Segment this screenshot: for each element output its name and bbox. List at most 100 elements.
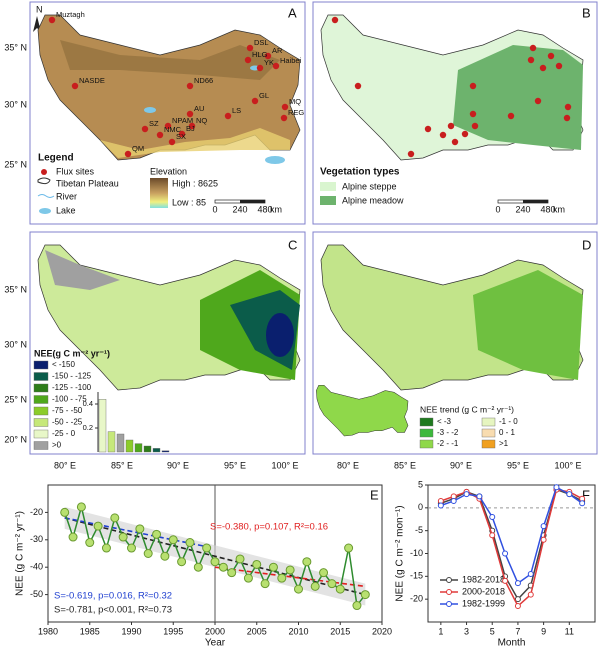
y-axis-title: NEE (g C m⁻² mon⁻¹) bbox=[395, 505, 406, 601]
point bbox=[527, 591, 534, 598]
legend-swatch bbox=[320, 196, 336, 205]
point bbox=[489, 513, 496, 520]
point bbox=[177, 557, 187, 567]
point bbox=[310, 581, 320, 591]
point bbox=[252, 559, 262, 569]
legend-text: -2 - -1 bbox=[437, 439, 459, 448]
flux-site bbox=[527, 56, 535, 64]
site-label: NQ bbox=[196, 116, 207, 125]
flux-site bbox=[539, 64, 547, 72]
legend-text: Alpine meadow bbox=[342, 195, 404, 205]
map bbox=[320, 14, 584, 161]
x-tick-label: 2010 bbox=[288, 626, 308, 636]
point bbox=[302, 557, 312, 567]
legend-icon bbox=[37, 177, 51, 185]
flux-site bbox=[280, 114, 288, 122]
small-map bbox=[316, 384, 409, 437]
flux-site bbox=[48, 16, 56, 24]
legend-text: High : 8625 bbox=[172, 178, 218, 188]
flux-site bbox=[124, 150, 132, 158]
panel-label: C bbox=[288, 237, 297, 252]
lon-label: 100° E bbox=[554, 460, 581, 470]
flux-site bbox=[451, 138, 459, 146]
legend-text: -50 - -25 bbox=[52, 418, 83, 427]
legend-swatch bbox=[33, 429, 49, 439]
point bbox=[285, 565, 295, 575]
elevation-ramp bbox=[150, 178, 168, 208]
scale-bar bbox=[523, 200, 548, 203]
lat-label: 25° N bbox=[4, 159, 27, 169]
legend-swatch bbox=[481, 439, 496, 449]
legend-icon bbox=[41, 169, 47, 175]
flux-site bbox=[186, 110, 194, 118]
point bbox=[185, 538, 195, 548]
scale-label: 480 bbox=[257, 204, 272, 214]
lat-label: 20° N bbox=[4, 434, 27, 444]
flux-site bbox=[264, 52, 272, 60]
x-tick-label: 11 bbox=[565, 626, 574, 636]
point bbox=[566, 491, 573, 498]
lon-label: 85° E bbox=[111, 460, 133, 470]
y-tick-label: -5 bbox=[415, 525, 423, 535]
point bbox=[152, 529, 162, 539]
legend-text: River bbox=[56, 191, 77, 201]
y-axis-title: NEE (g C m⁻² yr⁻¹) bbox=[15, 511, 26, 596]
site-label: REG bbox=[288, 108, 304, 117]
flux-site bbox=[244, 56, 252, 64]
site-label: NASDE bbox=[79, 76, 105, 85]
highland bbox=[60, 40, 280, 80]
legend-text: Flux sites bbox=[56, 166, 95, 176]
flux-site bbox=[224, 112, 232, 120]
bar bbox=[125, 439, 134, 453]
flux-site bbox=[164, 122, 172, 130]
legend-marker bbox=[446, 577, 452, 583]
point bbox=[540, 536, 547, 543]
gray-area bbox=[45, 250, 120, 290]
map bbox=[37, 14, 301, 164]
scale-label: 240 bbox=[515, 204, 530, 214]
point bbox=[319, 568, 329, 578]
legend-text: >0 bbox=[52, 441, 62, 450]
flux-site bbox=[188, 122, 196, 130]
point bbox=[202, 543, 212, 553]
point bbox=[110, 513, 120, 523]
flux-site bbox=[555, 62, 563, 70]
flux-site bbox=[529, 44, 537, 52]
point bbox=[76, 502, 86, 512]
point bbox=[160, 551, 170, 561]
point bbox=[227, 568, 237, 578]
point bbox=[127, 543, 136, 553]
flux-site bbox=[469, 110, 477, 118]
y-tick-label: -20 bbox=[410, 594, 423, 604]
point bbox=[514, 596, 521, 603]
bar bbox=[152, 448, 161, 453]
lake bbox=[144, 107, 156, 113]
lon-label: 80° E bbox=[337, 460, 359, 470]
bar bbox=[134, 443, 143, 453]
site-label: SZ bbox=[149, 119, 159, 128]
legend-title: Vegetation types bbox=[320, 167, 400, 178]
panel-label: D bbox=[582, 237, 591, 252]
y-tick-label: -15 bbox=[410, 571, 423, 581]
lat-label: 35° N bbox=[4, 284, 27, 294]
legend-marker bbox=[446, 589, 452, 595]
bar bbox=[143, 445, 152, 453]
scale-label: 480 bbox=[540, 204, 555, 214]
y-tick-label: -10 bbox=[410, 548, 423, 558]
scale-bar bbox=[240, 200, 265, 203]
lake bbox=[265, 156, 285, 164]
flux-site bbox=[186, 82, 194, 90]
x-tick-label: 9 bbox=[541, 626, 546, 636]
point bbox=[553, 484, 560, 491]
flux-site bbox=[246, 44, 254, 52]
site-label: AU bbox=[194, 104, 204, 113]
series-line bbox=[440, 486, 583, 585]
flux-site bbox=[564, 103, 572, 111]
scale-unit: km bbox=[553, 204, 565, 214]
point bbox=[527, 571, 534, 578]
legend-title: NEE trend (g C m⁻² yr⁻¹) bbox=[420, 404, 514, 414]
x-tick-label: 5 bbox=[490, 626, 495, 636]
site-label: YK bbox=[264, 58, 274, 67]
legend-text: Alpine steppe bbox=[342, 181, 397, 191]
legend-swatch bbox=[33, 441, 49, 450]
